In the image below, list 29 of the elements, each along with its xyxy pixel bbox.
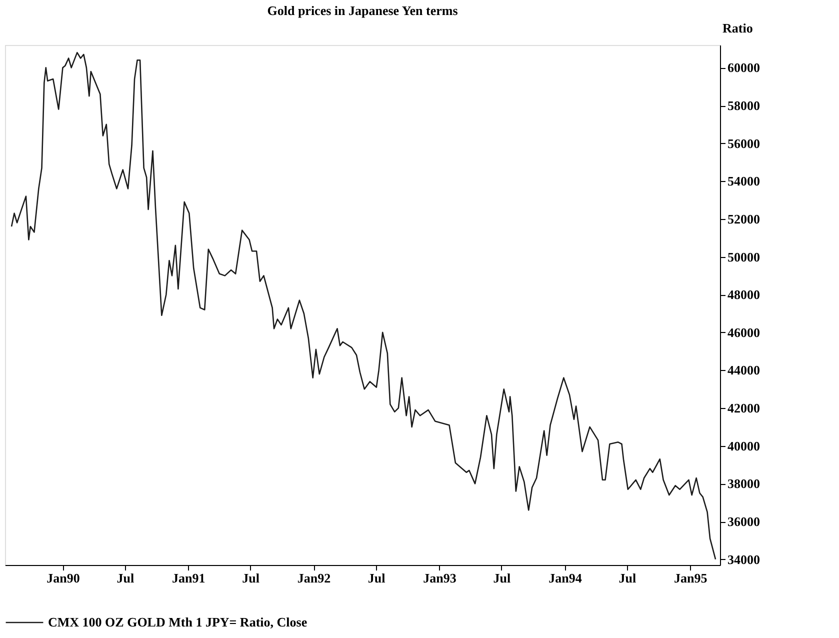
y-tick-label: 40000 (728, 438, 760, 454)
chart-title: Gold prices in Japanese Yen terms (267, 3, 458, 18)
y-tick-label: 36000 (728, 514, 760, 530)
x-tick-label: Jul (368, 570, 386, 586)
y-tick-label: 50000 (728, 249, 760, 264)
x-tick-label: Jan92 (297, 570, 331, 586)
y-tick-label: 60000 (728, 60, 760, 76)
y-tick-label: 46000 (728, 324, 760, 340)
x-tick-label: Jan94 (548, 570, 582, 586)
y-tick-label: 54000 (728, 174, 760, 189)
x-tick-label: Jan91 (172, 570, 206, 586)
y-tick-label: 42000 (728, 400, 760, 416)
y-tick-label: 38000 (728, 476, 760, 492)
x-tick-label: Jul (493, 570, 512, 586)
y-tick-label: 58000 (728, 98, 760, 114)
y-axis-title: Ratio (722, 20, 753, 36)
line-series (10, 52, 716, 560)
y-tick-label: 44000 (728, 362, 760, 378)
x-tick-label: Jan93 (423, 570, 457, 586)
y-tick-label: 56000 (728, 136, 760, 151)
x-tick-label: Jul (242, 570, 260, 586)
y-tick-label: 52000 (728, 211, 760, 226)
y-tick-label: 34000 (728, 552, 760, 567)
legend-label: CMX 100 OZ GOLD Mth 1 JPY= Ratio, Close (48, 614, 308, 630)
y-tick-label: 48000 (728, 287, 760, 302)
x-tick-label: Jan90 (46, 570, 80, 586)
x-tick-label: Jan95 (674, 570, 708, 586)
x-tick-label: Jul (116, 570, 134, 586)
x-tick-label: Jul (618, 570, 636, 586)
